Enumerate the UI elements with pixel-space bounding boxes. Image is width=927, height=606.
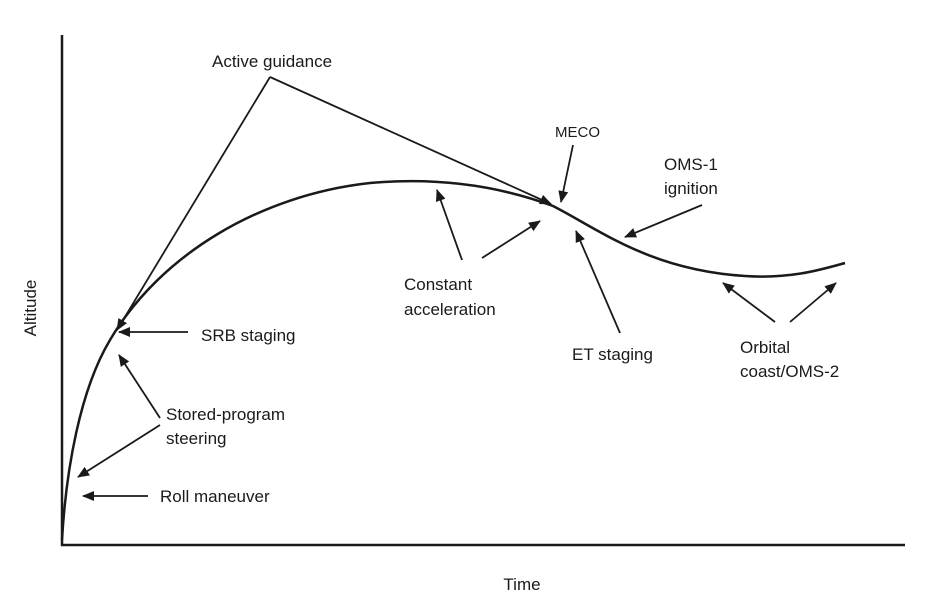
- label-oms1-line1: OMS-1: [664, 155, 718, 174]
- orbital-arrow-left: [722, 282, 776, 323]
- oms1-arrow: [624, 204, 703, 238]
- label-et-staging: ET staging: [572, 345, 653, 364]
- label-meco: MECO: [555, 124, 600, 141]
- trajectory-curve: [60, 179, 846, 541]
- label-constant-line2: acceleration: [404, 300, 496, 319]
- label-stored-program-line2: steering: [166, 429, 226, 448]
- label-srb-staging: SRB staging: [201, 326, 296, 345]
- label-orbital-line1: Orbital: [740, 338, 790, 357]
- constant-accel-arrow-left: [435, 189, 463, 261]
- x-axis-label: Time: [503, 575, 540, 594]
- active-guidance-leader-left: [116, 76, 271, 331]
- orbital-arrow-right: [789, 282, 837, 323]
- stored-program-arrow-upper: [118, 354, 161, 419]
- label-stored-program-line1: Stored-program: [166, 405, 285, 424]
- active-guidance-leader-right: [269, 76, 552, 205]
- label-constant-line1: Constant: [404, 275, 472, 294]
- label-oms1-line2: ignition: [664, 179, 718, 198]
- constant-accel-arrow-right: [481, 220, 541, 259]
- label-active-guidance: Active guidance: [212, 52, 332, 71]
- label-roll-maneuver: Roll maneuver: [160, 487, 270, 506]
- y-axis-label: Altitude: [21, 280, 40, 337]
- label-orbital-line2: coast/OMS-2: [740, 362, 839, 381]
- meco-arrow: [558, 144, 574, 203]
- stored-program-arrow-lower: [77, 424, 161, 478]
- et-staging-arrow: [575, 230, 621, 334]
